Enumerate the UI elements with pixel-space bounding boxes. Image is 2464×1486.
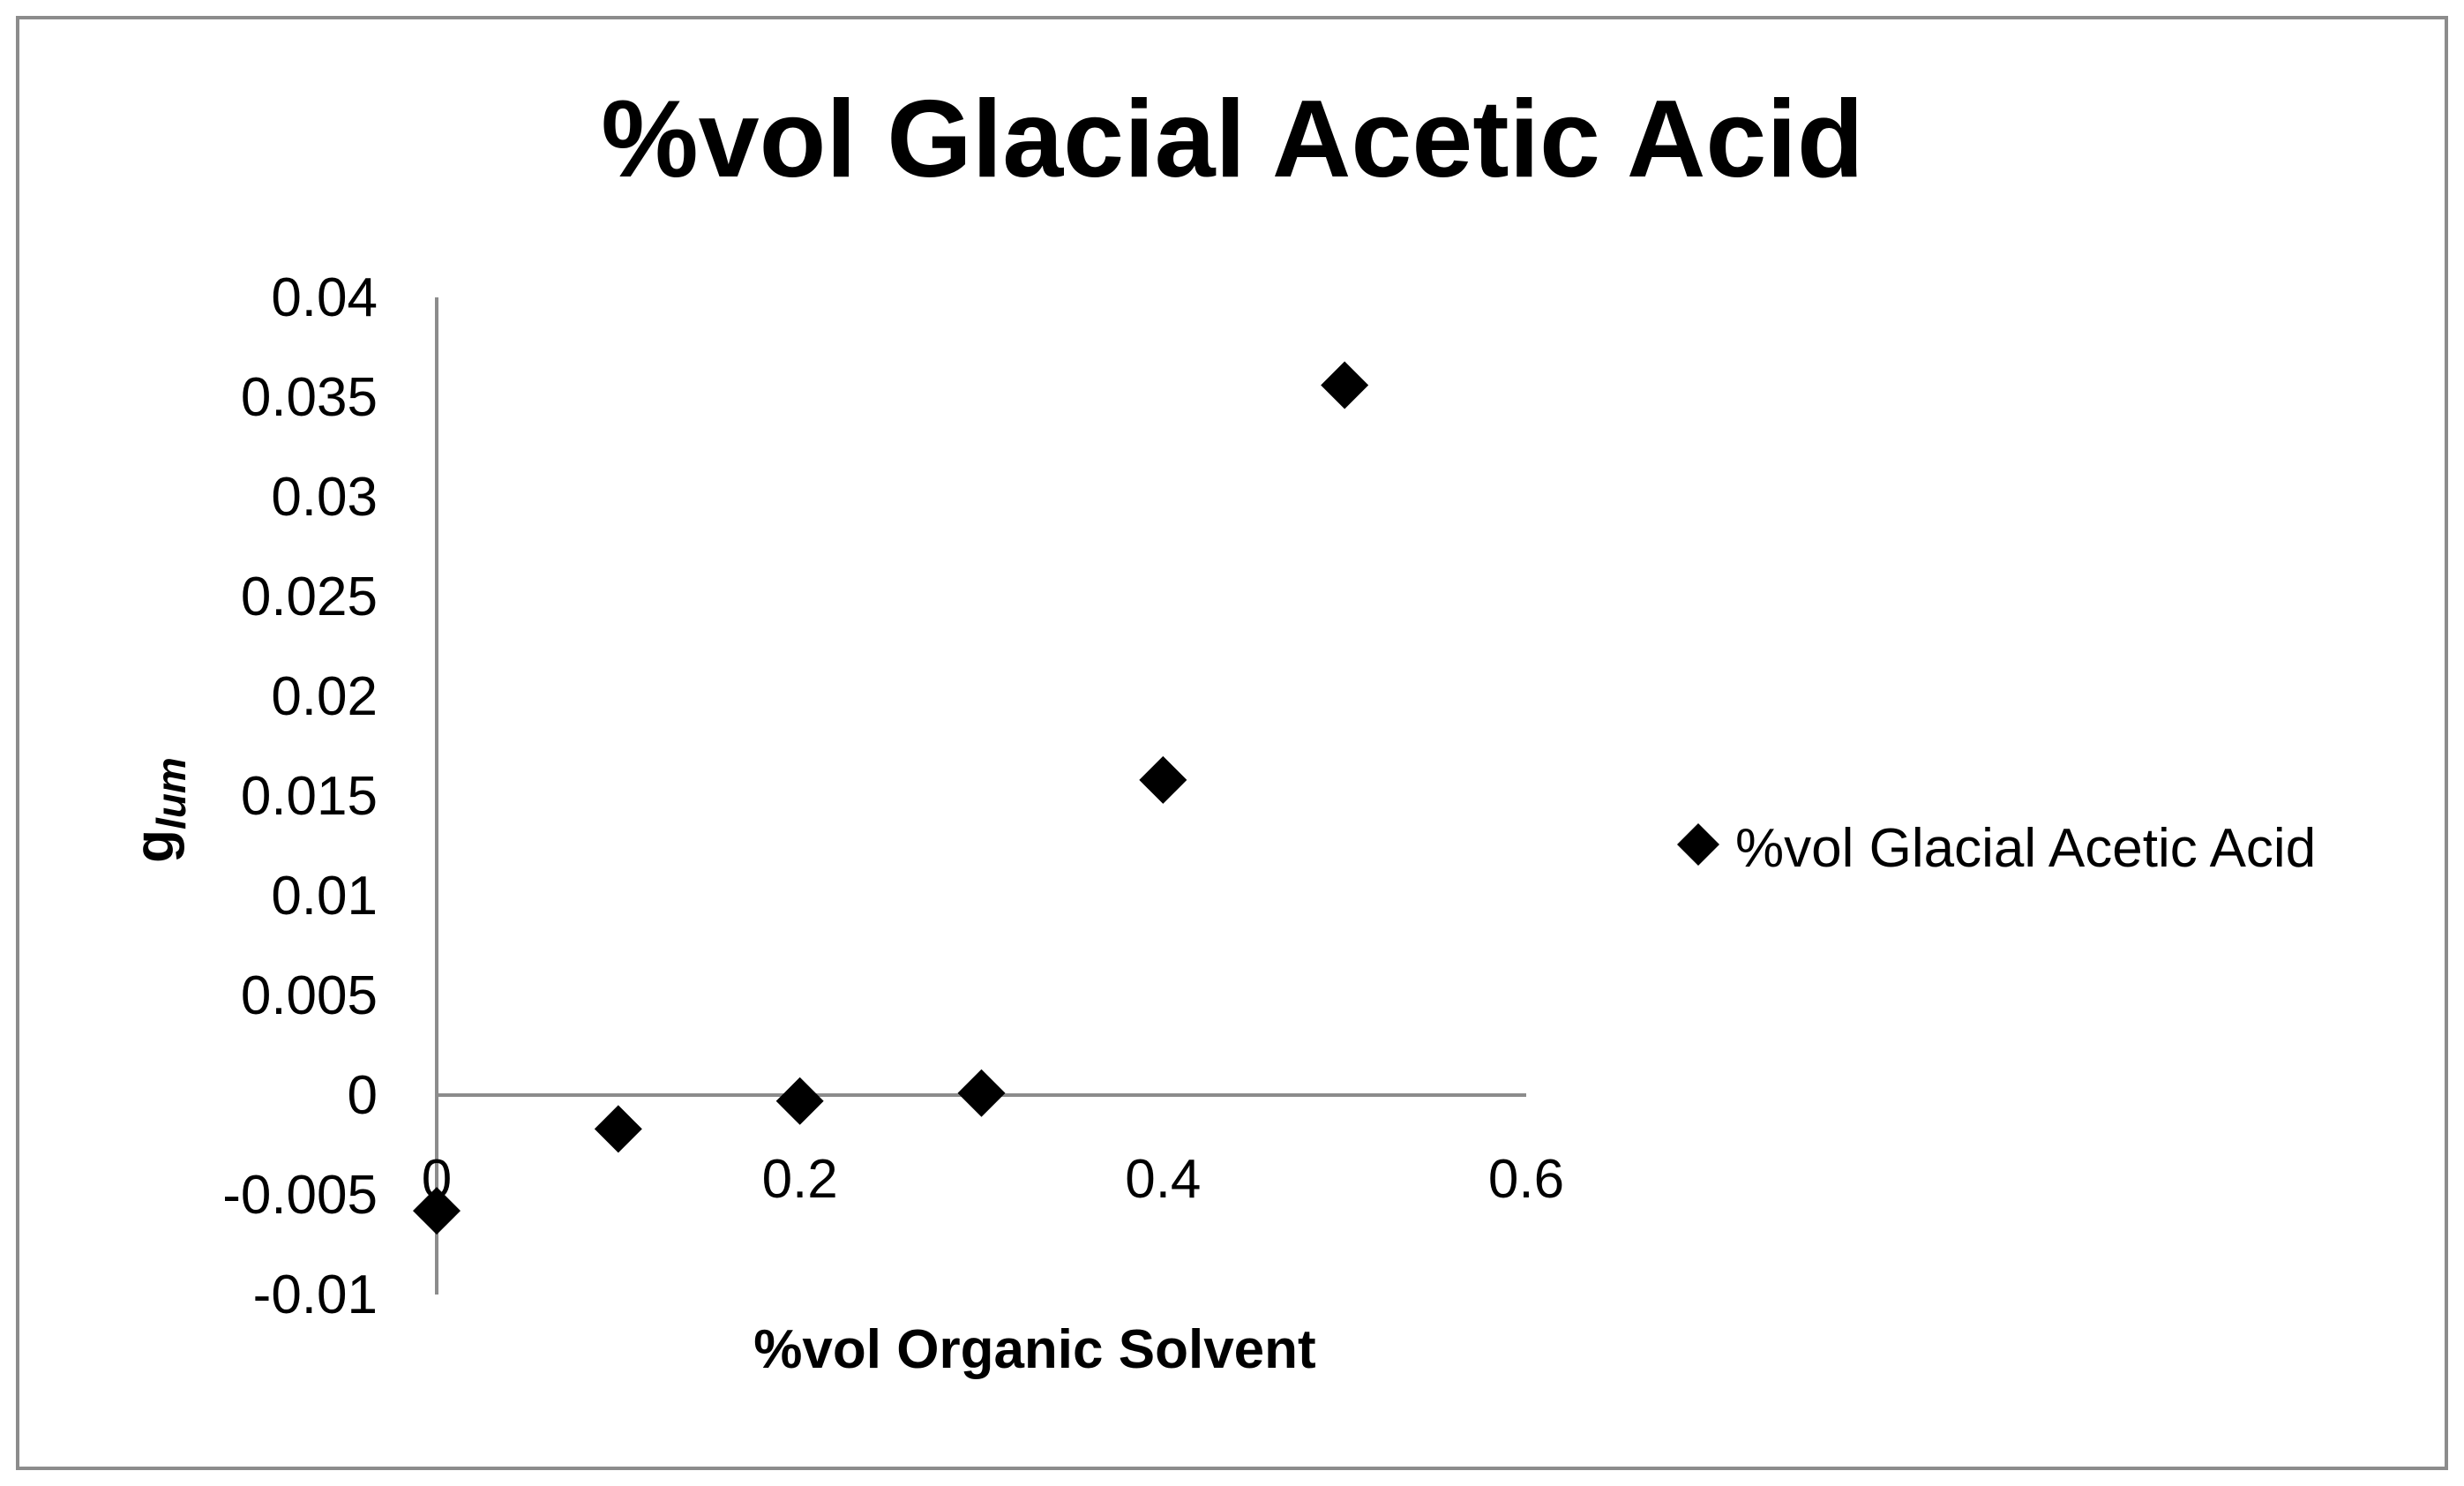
legend-marker: [1677, 823, 1719, 866]
data-points: [413, 361, 1369, 1235]
y-tick-label: 0.02: [271, 666, 378, 727]
y-axis-title-main: g: [124, 829, 185, 863]
y-tick-label: 0.01: [271, 866, 378, 927]
y-tick-label: 0.005: [241, 965, 378, 1026]
chart-frame: [16, 16, 2448, 1470]
y-tick-label: 0.035: [241, 367, 378, 428]
data-point: [775, 1077, 824, 1125]
axes: [435, 297, 1526, 1295]
x-axis-title: %vol Organic Solvent: [753, 1319, 1315, 1380]
y-axis-title: glum: [124, 757, 194, 863]
y-tick-label: -0.01: [253, 1265, 378, 1325]
y-tick-labels: -0.01 -0.005 0 0.005 0.01 0.015 0.02 0.025 0.03 0…: [222, 267, 378, 1325]
y-tick-label: -0.005: [222, 1165, 378, 1226]
x-tick-labels: 0 0.2 0.4 0.6: [422, 1149, 1564, 1210]
y-tick-label: 0.025: [241, 567, 378, 627]
data-point: [957, 1069, 1006, 1117]
legend-label: %vol Glacial Acetic Acid: [1735, 818, 2316, 879]
y-tick-label: 0.03: [271, 467, 378, 528]
y-tick-label: 0.015: [241, 766, 378, 827]
y-tick-label: 0: [348, 1065, 378, 1126]
x-tick-label: 0.6: [1488, 1149, 1564, 1210]
data-point: [594, 1105, 642, 1153]
data-point: [1321, 361, 1369, 409]
x-tick-label: 0.2: [762, 1149, 838, 1210]
y-tick-label: 0.04: [271, 267, 378, 328]
data-point: [1139, 755, 1187, 804]
x-tick-label: 0.4: [1125, 1149, 1201, 1210]
y-axis-title-subscript: lum: [148, 757, 194, 829]
data-point: [413, 1187, 461, 1235]
legend: %vol Glacial Acetic Acid: [1677, 818, 2316, 879]
chart-title: %vol Glacial Acetic Acid: [601, 79, 1863, 200]
